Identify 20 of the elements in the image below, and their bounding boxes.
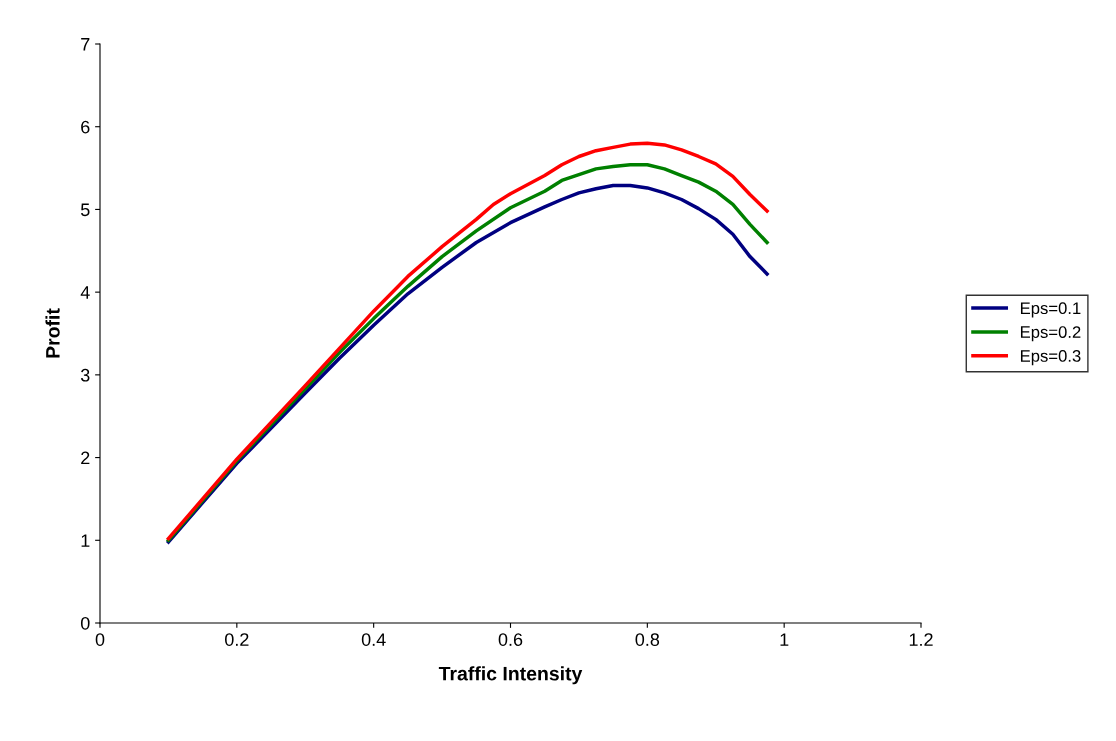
legend-label: Eps=0.2 [1020, 326, 1081, 342]
y-tick-label: 5 [80, 203, 90, 217]
y-tick-label: 4 [80, 286, 90, 299]
y-tick-label: 3 [80, 368, 90, 382]
legend-label: Eps=0.1 [1020, 302, 1081, 318]
y-tick-label: 6 [81, 120, 90, 134]
y-tick-label: 2 [81, 451, 90, 465]
x-tick-label: 1.2 [909, 633, 933, 646]
x-axis-title: Traffic Intensity [438, 666, 583, 685]
y-axis-title: Profit [45, 308, 60, 358]
y-tick-label: 0 [80, 616, 90, 630]
y-tick-label: 7 [81, 38, 90, 51]
x-tick-label: 0.2 [224, 633, 249, 646]
legend-label: Eps=0.3 [1020, 350, 1081, 366]
x-tick-label: 0.8 [635, 633, 660, 646]
x-tick-label: 0 [95, 633, 105, 646]
x-tick-label: 1 [780, 633, 789, 646]
x-tick-label: 0.6 [498, 633, 523, 646]
x-tick-label: 0.4 [361, 633, 386, 646]
y-tick-label: 1 [81, 534, 90, 547]
